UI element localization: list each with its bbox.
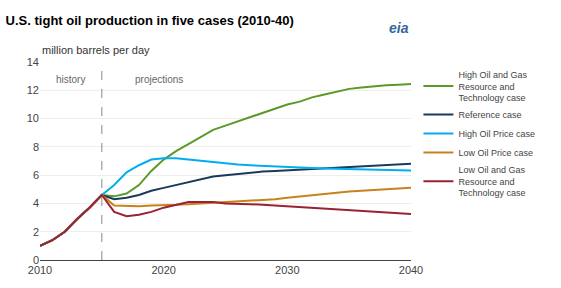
- svg-text:history: history: [56, 74, 85, 85]
- svg-text:6: 6: [33, 169, 39, 181]
- svg-text:million barrels per day: million barrels per day: [42, 44, 150, 56]
- svg-text:projections: projections: [135, 74, 183, 85]
- svg-text:2030: 2030: [275, 264, 299, 276]
- svg-text:Reference case: Reference case: [458, 110, 521, 120]
- svg-text:2010: 2010: [28, 264, 52, 276]
- svg-text:U.S. tight oil production in f: U.S. tight oil production in five cases …: [6, 13, 294, 28]
- svg-text:14: 14: [27, 56, 39, 68]
- svg-text:High Oil and GasResource andTe: High Oil and GasResource andTechnology c…: [458, 70, 527, 103]
- svg-text:Low Oil Price case: Low Oil Price case: [458, 148, 533, 158]
- svg-text:4: 4: [33, 197, 39, 209]
- svg-text:10: 10: [27, 112, 39, 124]
- svg-text:eia: eia: [389, 20, 409, 36]
- svg-text:2020: 2020: [151, 264, 175, 276]
- svg-text:0: 0: [33, 254, 39, 266]
- svg-text:8: 8: [33, 141, 39, 153]
- svg-text:Low Oil and GasResource andTec: Low Oil and GasResource andTechnology ca…: [458, 165, 525, 198]
- svg-text:2: 2: [33, 226, 39, 238]
- svg-text:2040: 2040: [399, 264, 423, 276]
- svg-text:High Oil Price case: High Oil Price case: [458, 129, 535, 139]
- svg-text:12: 12: [27, 84, 39, 96]
